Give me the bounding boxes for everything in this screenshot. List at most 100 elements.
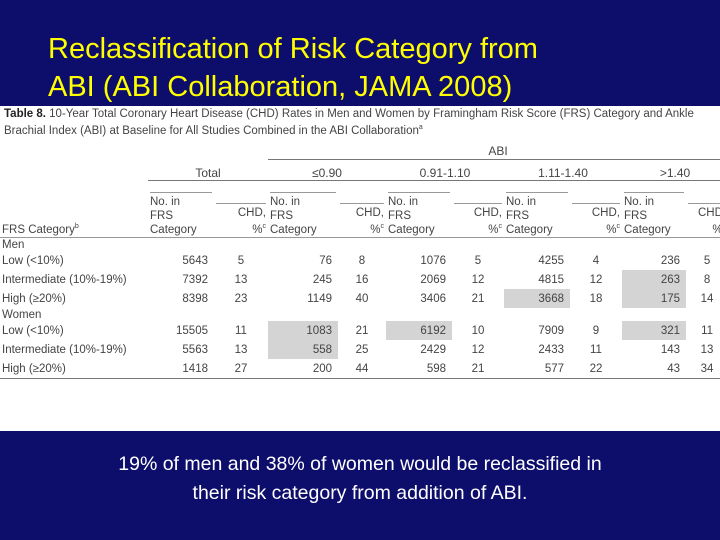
cell-chd-rate: 10 — [471, 324, 485, 337]
cell-count: 175 — [622, 289, 686, 308]
cell-count: 1149 — [307, 292, 332, 305]
cell-chd-rate: 11 — [701, 324, 714, 337]
cell-chd-rate: 11 — [235, 324, 247, 337]
col-header-no-in-frs: No. in FRS Category — [622, 180, 686, 238]
row-label: Intermediate (10%-19%) — [2, 273, 127, 286]
frs-category-header: FRS Categoryb — [0, 180, 148, 238]
cell-count: 1076 — [420, 254, 446, 267]
col-header-no-in-frs: No. in FRS Category — [268, 180, 338, 238]
cell-count: 7909 — [538, 324, 564, 337]
caption-line-1: 10-Year Total Coronary Heart Disease (CH… — [45, 108, 694, 120]
table-row: Intermediate (10%-19%) 7392 13 245 16 2069 12 4… — [0, 270, 720, 289]
cell-chd-rate: 34 — [686, 359, 720, 379]
cell-count: 43 — [622, 359, 686, 379]
cell-count: 263 — [622, 270, 686, 289]
note-line-1: 19% of men and 38% of women would be rec… — [118, 453, 602, 475]
table-row: High (≥20%) 1418 27 200 44 598 21 577 22 43 34 — [0, 359, 720, 379]
cell-count: 2429 — [420, 343, 446, 356]
row-label: Intermediate (10%-19%) — [2, 343, 127, 356]
cell-chd-rate: 21 — [355, 324, 369, 337]
cell-count: 15505 — [176, 324, 208, 337]
cell-chd-rate: 13 — [700, 343, 714, 356]
cell-count: 8398 — [182, 292, 208, 305]
caption-superscript: a — [418, 124, 423, 131]
group-header-total: Total — [148, 159, 268, 181]
cell-chd-rate: 44 — [338, 359, 386, 379]
cell-count: 2069 — [420, 273, 446, 286]
row-label: Low (<10%) — [2, 324, 64, 337]
group-header-le090: ≤0.90 — [268, 159, 386, 181]
cell-chd-rate: 12 — [589, 273, 603, 286]
cell-chd-rate: 13 — [234, 343, 248, 356]
col-header-chd: CHD,%c — [570, 180, 622, 238]
row-label: High (≥20%) — [0, 359, 148, 379]
cell-chd-rate: 22 — [570, 359, 622, 379]
cell-chd-rate: 12 — [471, 273, 485, 286]
cell-count: 4255 — [538, 254, 564, 267]
table-row: Low (<10%) 15505 11 1083 21 6192 10 7909 9 321 11 — [0, 321, 720, 340]
section-label: Men — [2, 238, 25, 251]
section-label: Women — [2, 308, 42, 321]
cell-count: 4815 — [538, 273, 564, 286]
cell-count: 321 — [622, 321, 686, 340]
table-row: High (≥20%) 8398 23 1149 40 3406 21 3668 18 175 14 — [0, 289, 720, 308]
cell-count: 3406 — [420, 292, 446, 305]
col-header-chd: CHD,%c — [338, 180, 386, 238]
cell-chd-rate: 8 — [703, 273, 711, 286]
cell-chd-rate: 5 — [703, 254, 711, 267]
cell-chd-rate: 21 — [471, 292, 485, 305]
cell-chd-rate: 5 — [237, 254, 245, 267]
slide-title: Reclassification of Risk Category from A… — [48, 30, 708, 106]
cell-chd-rate: 12 — [471, 343, 485, 356]
group-header-111-140: 1.11-1.40 — [504, 159, 622, 181]
table-figure: Table 8. 10-Year Total Coronary Heart Di… — [0, 106, 720, 431]
cell-count: 6192 — [386, 321, 452, 340]
col-header-no-in-frs: No. in FRS Category — [386, 180, 452, 238]
cell-count: 3668 — [504, 289, 570, 308]
table-row: Intermediate (10%-19%) 5563 13 558 25 2429 12 2… — [0, 340, 720, 359]
cell-chd-rate: 16 — [355, 273, 369, 286]
cell-chd-rate: 27 — [214, 359, 268, 379]
cell-chd-rate: 25 — [355, 343, 369, 356]
row-label: Low (<10%) — [2, 254, 64, 267]
cell-count: 76 — [319, 254, 332, 267]
cell-count: 1083 — [268, 321, 338, 340]
risk-table: ABI Total ≤0.90 0.91-1.10 1.11-1.40 >1.4… — [0, 143, 720, 379]
cell-count: 5643 — [182, 254, 208, 267]
cell-count: 236 — [660, 254, 680, 267]
cell-chd-rate: 23 — [234, 292, 248, 305]
abi-header: ABI — [268, 143, 720, 160]
cell-chd-rate: 4 — [592, 254, 600, 267]
group-header-gt140: >1.40 — [622, 159, 720, 181]
cell-count: 1418 — [148, 359, 214, 379]
cell-chd-rate: 11 — [590, 343, 602, 356]
cell-count: 558 — [268, 340, 338, 359]
col-header-chd: CHD,%c — [686, 180, 720, 238]
title-line-2: ABI (ABI Collaboration, JAMA 2008) — [48, 71, 513, 103]
col-header-chd: CHD,%c — [452, 180, 504, 238]
col-header-no-in-frs: No. in FRS Category — [504, 180, 570, 238]
title-line-1: Reclassification of Risk Category from — [48, 33, 538, 65]
cell-chd-rate: 18 — [589, 292, 603, 305]
caption-label: Table 8. — [4, 108, 46, 120]
cell-count: 200 — [268, 359, 338, 379]
row-label: High (≥20%) — [2, 292, 66, 305]
cell-chd-rate: 5 — [474, 254, 482, 267]
cell-chd-rate: 13 — [234, 273, 248, 286]
cell-count: 577 — [504, 359, 570, 379]
reclassification-note: 19% of men and 38% of women would be rec… — [30, 450, 690, 508]
cell-chd-rate: 9 — [592, 324, 600, 337]
cell-chd-rate: 14 — [700, 292, 714, 305]
col-header-no-in-frs: No. in FRS Category — [148, 180, 214, 238]
table-caption: Table 8. 10-Year Total Coronary Heart Di… — [4, 107, 716, 138]
table-row: Low (<10%) 5643 5 76 8 1076 5 4255 4 236 5 — [0, 251, 720, 270]
cell-count: 598 — [386, 359, 452, 379]
cell-chd-rate: 40 — [355, 292, 369, 305]
cell-count: 245 — [312, 273, 332, 286]
cell-count: 7392 — [182, 273, 208, 286]
cell-chd-rate: 21 — [452, 359, 504, 379]
cell-count: 5563 — [182, 343, 208, 356]
group-header-091-110: 0.91-1.10 — [386, 159, 504, 181]
cell-chd-rate: 8 — [358, 254, 366, 267]
caption-line-2: Brachial Index (ABI) at Baseline for All… — [4, 124, 419, 137]
